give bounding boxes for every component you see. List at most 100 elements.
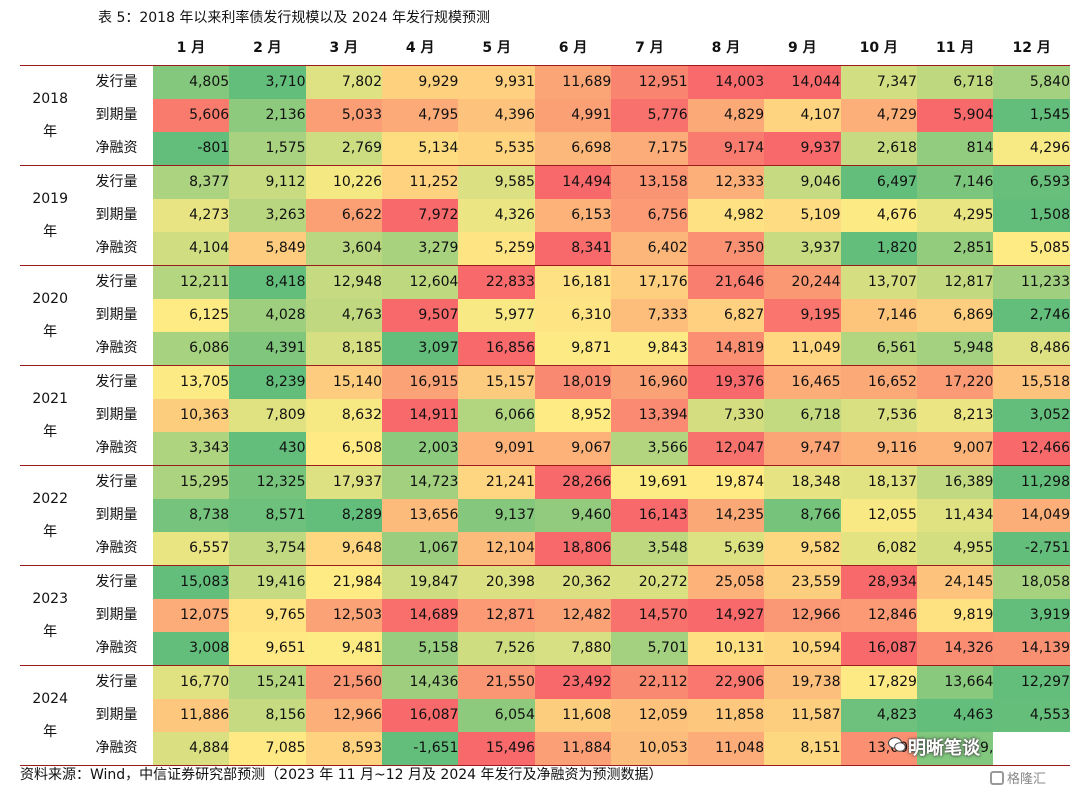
value-cell: 11,252 [382, 165, 459, 199]
value-cell: 8,766 [764, 499, 841, 532]
metric-label: 净融资 [80, 332, 153, 366]
table-row: 净融资 6,557 3,754 9,648 1,067 12,104 18,806 3,548… [20, 532, 1070, 566]
value-cell: 4,396 [458, 99, 535, 132]
value-cell: 6,310 [534, 299, 612, 332]
value-cell: 13,656 [382, 499, 459, 532]
value-cell: 14,570 [611, 599, 688, 632]
metric-label: 到期量 [80, 299, 153, 332]
value-cell: 13,705 [152, 365, 230, 399]
value-cell: -801 [152, 132, 230, 166]
value-cell: 9,460 [534, 499, 612, 532]
table-row: 到期量 6,125 4,028 4,763 9,507 5,977 6,310 7,333 6,… [20, 299, 1070, 332]
value-cell: 13,158 [611, 165, 688, 199]
value-cell: 21,241 [458, 465, 535, 499]
value-cell: 3,566 [611, 432, 688, 466]
metric-label: 净融资 [80, 632, 153, 666]
value-cell: 5,606 [152, 99, 230, 132]
value-cell: 11,858 [687, 699, 765, 732]
value-cell: 3,343 [152, 432, 230, 466]
value-cell: 6,827 [687, 299, 765, 332]
value-cell: 16,652 [840, 365, 917, 399]
metric-label: 到期量 [80, 599, 153, 632]
value-cell: 2,136 [229, 99, 306, 132]
value-cell: 9, [916, 732, 994, 766]
value-cell: 12,966 [764, 599, 841, 632]
value-cell: 6,698 [534, 132, 612, 166]
value-cell: 16,181 [534, 265, 612, 299]
value-cell: 8,239 [229, 365, 306, 399]
year-label-line: 2018 [32, 90, 68, 107]
value-cell: 14,911 [382, 399, 459, 432]
value-cell: 13,664 [916, 665, 994, 699]
value-cell: 5,033 [305, 99, 383, 132]
value-cell: 11,233 [993, 265, 1070, 299]
value-cell: 4,795 [382, 99, 459, 132]
value-cell: 20,398 [458, 565, 535, 599]
value-cell: 12,846 [840, 599, 917, 632]
year-label-line: 年 [43, 123, 58, 140]
value-cell: 22,112 [611, 665, 688, 699]
year-label-line: 2021 [32, 390, 68, 407]
value-cell: 6,622 [305, 199, 383, 232]
watermark-text: 明晰笔谈 [908, 738, 980, 759]
value-cell: 8,632 [305, 399, 383, 432]
value-cell: 19,376 [687, 365, 765, 399]
value-cell: 11,298 [993, 465, 1070, 499]
value-cell: 9,116 [840, 432, 917, 466]
year-label-line: 2019 [32, 190, 68, 207]
value-cell: 1,820 [840, 232, 917, 266]
value-cell: 4,296 [993, 132, 1070, 166]
table-row: 净融资 4,104 5,849 3,604 3,279 5,259 8,341 6,402 7,… [20, 232, 1070, 266]
table-row: 到期量 12,075 9,765 12,503 14,689 12,871 12,482 14… [20, 599, 1070, 632]
year-label: 2021 年 [20, 365, 81, 466]
table-row: 到期量 11,886 8,156 12,966 16,087 6,054 11,608 12,… [20, 699, 1070, 732]
value-cell: 15,157 [458, 365, 535, 399]
value-cell: 14,044 [764, 65, 841, 99]
value-cell: 4,729 [840, 99, 917, 132]
value-cell: 9,819 [916, 599, 994, 632]
value-cell: 9,091 [458, 432, 535, 466]
value-cell: 3,548 [611, 532, 688, 566]
value-cell: 14,436 [382, 665, 459, 699]
metric-label: 净融资 [80, 532, 153, 566]
value-cell: 12,059 [611, 699, 688, 732]
value-cell: 17,937 [305, 465, 383, 499]
value-cell: 14,003 [687, 65, 765, 99]
value-cell: 8,289 [305, 499, 383, 532]
year-label: 2024 年 [20, 665, 81, 766]
value-cell: 6,066 [458, 399, 535, 432]
month-header: 10 月 [840, 32, 917, 66]
value-cell: 2,618 [840, 132, 917, 166]
month-header: 8 月 [687, 32, 765, 66]
value-cell: 18,019 [534, 365, 612, 399]
value-cell: 4,763 [305, 299, 383, 332]
table-row: 净融资 -801 1,575 2,769 5,134 5,535 6,698 7,175 9,1… [20, 132, 1070, 166]
metric-label: 发行量 [80, 665, 153, 699]
value-cell: 4,823 [840, 699, 917, 732]
month-header: 3 月 [305, 32, 383, 66]
watermark-logo-text: 格隆汇 [1007, 772, 1047, 787]
value-cell: 14,139 [993, 632, 1070, 666]
value-cell: 19,874 [687, 465, 765, 499]
value-cell: 19,738 [764, 665, 841, 699]
value-cell: 12,817 [916, 265, 994, 299]
year-label-line: 2024 [32, 690, 68, 707]
header-blank [80, 32, 153, 66]
value-cell: 6,557 [152, 532, 230, 566]
value-cell: 28,266 [534, 465, 612, 499]
month-header: 1 月 [152, 32, 230, 66]
value-cell: 11,608 [534, 699, 612, 732]
month-header: 12 月 [993, 32, 1070, 66]
value-cell: 18,058 [993, 565, 1070, 599]
value-cell: 8,952 [534, 399, 612, 432]
value-cell: 5,158 [382, 632, 459, 666]
value-cell: 3,937 [764, 232, 841, 266]
value-cell: 5,639 [687, 532, 765, 566]
year-label: 2022 年 [20, 465, 81, 566]
value-cell: 9,195 [764, 299, 841, 332]
value-cell: 11,049 [764, 332, 841, 366]
value-cell: 4,982 [687, 199, 765, 232]
value-cell: 21,984 [305, 565, 383, 599]
metric-label: 发行量 [80, 265, 153, 299]
metric-label: 到期量 [80, 99, 153, 132]
